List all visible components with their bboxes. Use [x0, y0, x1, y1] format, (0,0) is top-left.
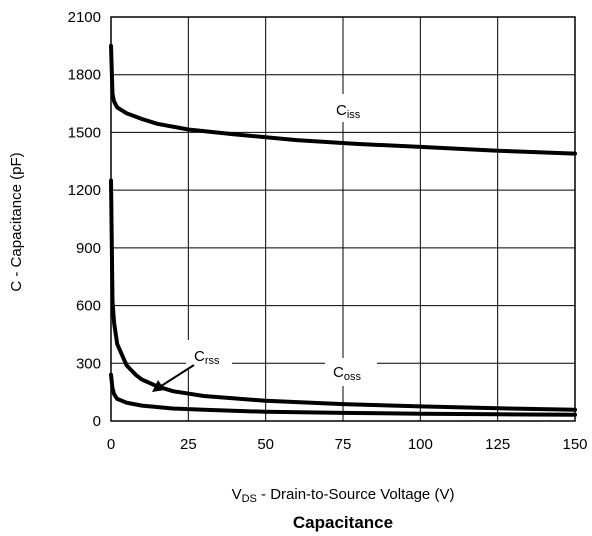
- tick-layer: 0 25 50 75 100 125 150030060090012001500180021…: [68, 9, 588, 453]
- y-tick-label: 0: [93, 413, 101, 430]
- crss-label-bg: [186, 340, 232, 368]
- coss-label-bg: [325, 358, 377, 386]
- y-tick-label: 300: [76, 355, 101, 372]
- coss-label: Coss: [333, 364, 361, 383]
- series-ciss-line: [109, 43, 577, 156]
- x-tick-label: 50: [257, 436, 274, 453]
- x-tick-label: 0: [107, 436, 115, 453]
- x-tick-label: 100: [408, 436, 433, 453]
- plot-border: [110, 16, 576, 422]
- y-tick-label: 1800: [68, 67, 101, 84]
- x-tick-label: 25: [180, 436, 197, 453]
- x-axis-title: VDS - Drain-to-Source Voltage (V): [232, 486, 455, 505]
- crss-arrow-line: [157, 364, 195, 389]
- y-tick-label: 1500: [68, 124, 101, 141]
- grid-layer: [110, 16, 576, 422]
- crss-arrow-head: [152, 380, 165, 392]
- ciss-label-bg: [328, 94, 372, 122]
- crss-label: Crss: [194, 348, 220, 367]
- label-layer: Ciss Crss Coss: [152, 94, 377, 392]
- y-axis-title: C - Capacitance (pF): [8, 152, 25, 291]
- y-tick-label: 900: [76, 240, 101, 257]
- series-crss-line: [109, 372, 577, 417]
- y-tick-label: 1200: [68, 182, 101, 199]
- x-tick-label: 150: [562, 436, 587, 453]
- y-tick-label: 600: [76, 298, 101, 315]
- x-tick-label: 125: [485, 436, 510, 453]
- x-tick-label: 75: [335, 436, 352, 453]
- y-tick-label: 2100: [68, 9, 101, 26]
- ciss-label: Ciss: [336, 102, 361, 121]
- chart-title: Capacitance: [293, 513, 393, 532]
